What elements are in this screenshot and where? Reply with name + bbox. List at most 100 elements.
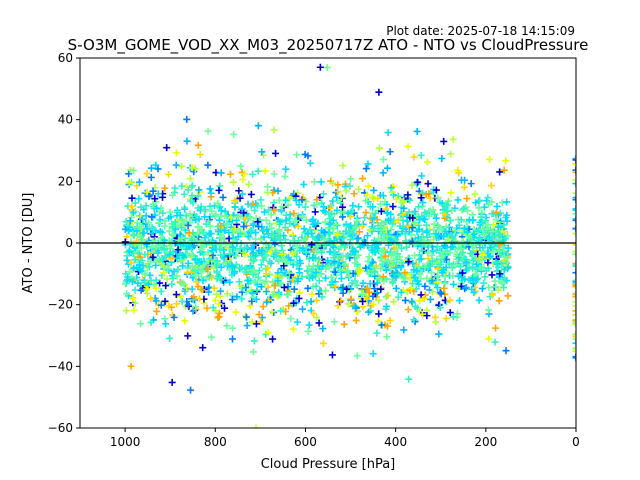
scatter-point bbox=[426, 194, 434, 202]
scatter-point bbox=[446, 216, 454, 224]
scatter-point bbox=[190, 293, 198, 301]
scatter-point bbox=[384, 292, 392, 300]
scatter-point bbox=[204, 127, 212, 135]
scatter-point bbox=[294, 277, 302, 285]
scatter-point bbox=[572, 293, 576, 301]
scatter-point bbox=[424, 158, 432, 166]
scatter-point bbox=[337, 199, 345, 207]
scatter-point bbox=[167, 213, 175, 221]
scatter-point bbox=[142, 202, 150, 210]
scatter-point bbox=[572, 155, 576, 163]
scatter-point bbox=[420, 294, 428, 302]
scatter-point bbox=[222, 240, 230, 248]
scatter-point bbox=[193, 230, 201, 238]
scatter-point bbox=[432, 214, 440, 222]
scatter-point bbox=[130, 232, 138, 240]
scatter-point bbox=[449, 243, 457, 251]
scatter-point bbox=[318, 249, 326, 257]
scatter-point bbox=[496, 231, 504, 239]
scatter-point bbox=[502, 347, 510, 355]
scatter-point bbox=[296, 289, 304, 297]
y-axis: −60 −40 −20 0 20 40 60 bbox=[48, 51, 80, 435]
scatter-point bbox=[126, 268, 134, 276]
scatter-point bbox=[280, 283, 288, 291]
scatter-point bbox=[206, 230, 214, 238]
scatter-point bbox=[165, 302, 173, 310]
scatter-point bbox=[423, 210, 431, 218]
scatter-point bbox=[572, 318, 576, 326]
scatter-point bbox=[141, 270, 149, 278]
scatter-point bbox=[234, 233, 242, 241]
scatter-point bbox=[318, 293, 326, 301]
scatter-point bbox=[183, 218, 191, 226]
scatter-point bbox=[126, 223, 134, 231]
scatter-point bbox=[229, 324, 237, 332]
scatter-point bbox=[486, 155, 494, 163]
scatter-point bbox=[187, 386, 195, 394]
scatter-point bbox=[344, 209, 352, 217]
scatter-point bbox=[314, 262, 322, 270]
scatter-point bbox=[461, 176, 469, 184]
scatter-point bbox=[302, 216, 310, 224]
scatter-point bbox=[162, 282, 170, 290]
scatter-point bbox=[416, 297, 424, 305]
scatter-point bbox=[381, 252, 389, 260]
scatter-point bbox=[145, 263, 153, 271]
scatter-point bbox=[222, 258, 230, 266]
scatter-point bbox=[572, 262, 576, 270]
scatter-point bbox=[572, 215, 576, 223]
scatter-point bbox=[316, 63, 324, 71]
scatter-point bbox=[572, 196, 576, 204]
scatter-point bbox=[495, 247, 503, 255]
scatter-point bbox=[373, 289, 381, 297]
scatter-point bbox=[418, 246, 426, 254]
scatter-point bbox=[365, 289, 373, 297]
scatter-point bbox=[191, 264, 199, 272]
scatter-point bbox=[413, 277, 421, 285]
x-tick-label: 600 bbox=[294, 435, 317, 449]
scatter-point bbox=[153, 256, 161, 264]
scatter-point bbox=[453, 310, 461, 318]
x-tick-label: 1000 bbox=[110, 435, 141, 449]
scatter-point bbox=[478, 285, 486, 293]
scatter-point bbox=[500, 284, 508, 292]
scatter-point bbox=[135, 240, 143, 248]
scatter-point bbox=[472, 270, 480, 278]
scatter-point bbox=[252, 320, 260, 328]
scatter-point bbox=[572, 205, 576, 213]
scatter-point bbox=[215, 216, 223, 224]
scatter-point bbox=[293, 151, 301, 159]
scatter-point bbox=[382, 205, 390, 213]
scatter-point bbox=[459, 269, 467, 277]
scatter-point bbox=[364, 232, 372, 240]
scatter-point bbox=[370, 263, 378, 271]
scatter-point bbox=[274, 277, 282, 285]
scatter-point bbox=[166, 334, 174, 342]
scatter-point bbox=[572, 353, 576, 361]
scatter-point bbox=[185, 229, 193, 237]
scatter-point bbox=[275, 292, 283, 300]
scatter-point bbox=[305, 321, 313, 329]
scatter-point bbox=[432, 318, 440, 326]
scatter-point bbox=[227, 245, 235, 253]
scatter-point bbox=[184, 221, 192, 229]
scatter-point bbox=[206, 185, 214, 193]
scatter-point bbox=[312, 269, 320, 277]
scatter-point bbox=[208, 273, 216, 281]
scatter-point bbox=[257, 196, 265, 204]
scatter-point bbox=[304, 327, 312, 335]
scatter-point bbox=[317, 178, 325, 186]
scatter-point bbox=[359, 279, 367, 287]
scatter-point bbox=[178, 224, 186, 232]
scatter-point bbox=[147, 257, 155, 265]
scatter-point bbox=[216, 245, 224, 253]
scatter-point bbox=[300, 180, 308, 188]
scatter-point bbox=[263, 226, 271, 234]
scatter-point bbox=[460, 224, 468, 232]
scatter-point bbox=[184, 268, 192, 276]
scatter-point bbox=[334, 254, 342, 262]
scatter-point bbox=[188, 182, 196, 190]
scatter-point bbox=[500, 274, 508, 282]
scatter-point bbox=[245, 180, 253, 188]
scatter-point bbox=[272, 219, 280, 227]
